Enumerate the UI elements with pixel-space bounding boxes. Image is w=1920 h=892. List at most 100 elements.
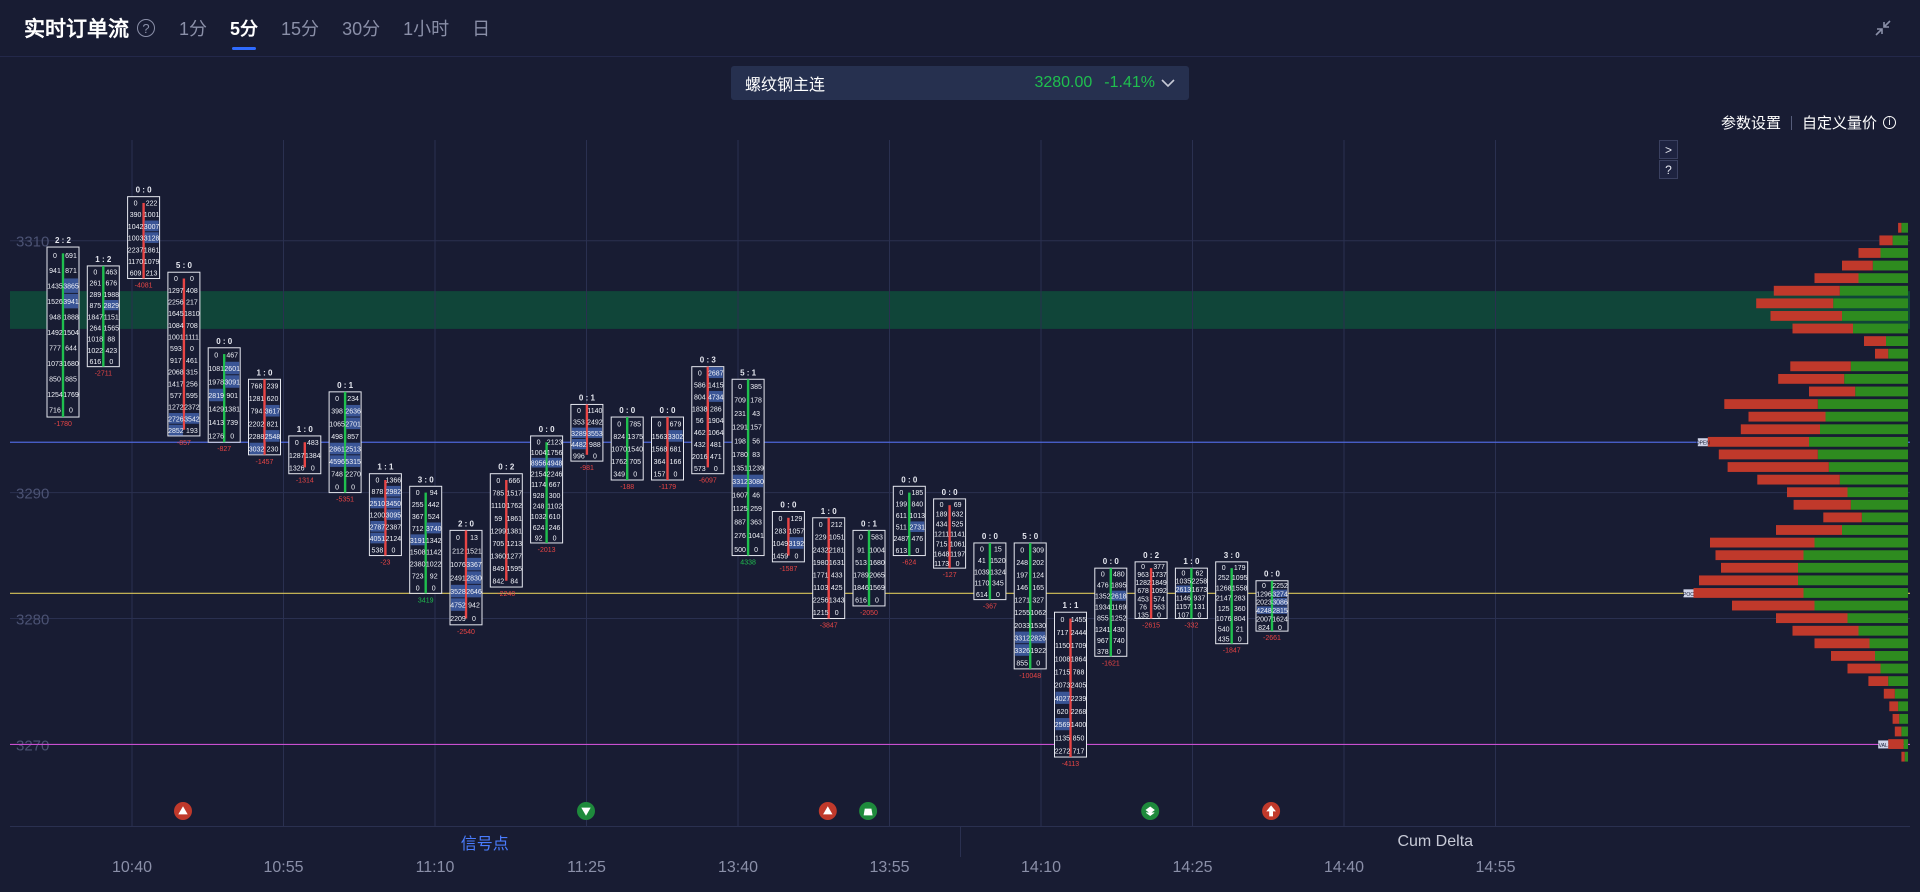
bid-volume-cell: 1429: [208, 406, 224, 413]
candle-delta: -188: [620, 484, 634, 491]
cell-highlight: [426, 522, 441, 534]
bid-volume-cell: 941: [49, 268, 61, 275]
ask-volume-cell: 667: [549, 482, 561, 489]
bid-volume-cell: 1042: [128, 224, 144, 231]
expand-panel-button[interactable]: >: [1659, 140, 1678, 159]
bid-volume-cell: 0: [416, 585, 420, 592]
bid-volume-cell: 3312: [1014, 635, 1030, 642]
bid-volume-cell: 255: [412, 502, 424, 509]
candle-delta: -1179: [659, 484, 676, 491]
tab-1min[interactable]: 1分: [179, 19, 208, 39]
bid-volume-cell: 199: [895, 502, 907, 509]
cell-highlight: [64, 293, 78, 309]
ask-volume-cell: 425: [831, 585, 843, 592]
ask-volume-cell: 1342: [426, 538, 442, 545]
ask-volume-cell: 1517: [507, 491, 523, 498]
ask-volume-cell: 0: [633, 472, 637, 479]
param-settings-link[interactable]: 参数设置: [1720, 115, 1781, 132]
profile-ask-bar: [1872, 260, 1908, 271]
bid-volume-cell: 1001: [168, 335, 184, 342]
profile-ask-bar: [1817, 399, 1908, 409]
symbol-selector[interactable]: 螺纹钢主连 3280.00 -1.41%: [731, 66, 1189, 100]
bid-volume-cell: 1150: [1055, 643, 1070, 650]
cell-highlight: [451, 584, 465, 598]
bid-volume-cell: 715: [936, 541, 948, 548]
ask-volume-cell: 1004: [869, 547, 885, 554]
profile-ask-bar: [1798, 562, 1908, 573]
help-button[interactable]: ?: [1659, 160, 1678, 179]
info-icon[interactable]: i: [1883, 116, 1896, 129]
ask-volume-cell: 620: [267, 396, 279, 403]
bid-volume-cell: 0: [899, 490, 903, 497]
candle-body: [384, 480, 387, 556]
tab-15min[interactable]: 15分: [281, 19, 320, 39]
cell-highlight: [733, 474, 748, 488]
bid-volume-cell: 276: [734, 533, 746, 540]
bid-volume-cell: 500: [734, 547, 746, 554]
bid-volume-cell: 1039: [974, 569, 990, 576]
ask-volume-cell: 131: [1194, 604, 1206, 611]
profile-bid-bar: [1693, 588, 1804, 598]
bid-volume-cell: 1352: [1095, 594, 1111, 601]
ask-volume-cell: 283: [1234, 596, 1246, 603]
bid-volume-cell: 963: [1137, 572, 1149, 579]
profile-ask-bar: [1798, 575, 1908, 586]
profile-bid-bar: [1831, 651, 1875, 661]
ask-volume-cell: 0: [835, 610, 839, 617]
tab-1hour[interactable]: 1小时: [403, 19, 450, 39]
ask-volume-cell: 1861: [144, 247, 160, 254]
ask-volume-cell: 574: [1153, 596, 1165, 603]
ask-volume-cell: 430: [1113, 627, 1125, 634]
ask-volume-cell: 2601: [224, 366, 240, 373]
ask-volume-cell: 1001: [144, 212, 160, 219]
candle-body: [343, 391, 347, 493]
ask-volume-cell: 471: [710, 454, 722, 461]
bid-volume-cell: 513: [855, 560, 867, 567]
profile-ask-bar: [1888, 348, 1908, 359]
profile-ask-bar: [1875, 651, 1908, 661]
candle-delta: -624: [902, 560, 916, 567]
ask-volume-cell: 2268: [1071, 709, 1087, 716]
profile-bid-bar: [1787, 487, 1848, 498]
ask-volume-cell: 676: [105, 281, 117, 288]
profile-bid-bar: [1889, 701, 1899, 712]
tab-day[interactable]: 日: [472, 19, 491, 39]
help-icon[interactable]: ?: [137, 19, 155, 37]
tab-30min[interactable]: 30分: [342, 19, 381, 39]
bid-volume-cell: 1287: [289, 453, 305, 460]
ask-volume-cell: 1769: [63, 392, 79, 399]
bid-volume-cell: 0: [698, 371, 702, 378]
tab-cum-delta[interactable]: Cum Delta: [1397, 833, 1474, 850]
bid-volume-cell: 785: [492, 491, 504, 498]
tab-signal[interactable]: 信号点: [10, 827, 961, 857]
candle-delta: -127: [943, 572, 957, 579]
bid-volume-cell: 1978: [208, 380, 224, 387]
ask-volume-cell: 202: [1032, 560, 1044, 567]
ask-volume-cell: 185: [911, 490, 923, 497]
bid-volume-cell: 1771: [813, 572, 829, 579]
ask-volume-cell: 1504: [63, 330, 79, 337]
bid-volume-cell: 1296: [1256, 591, 1272, 598]
profile-ask-bar: [1899, 713, 1908, 724]
bid-volume-cell: 0: [859, 535, 863, 542]
cell-highlight: [571, 438, 586, 450]
tab-5min[interactable]: 5分: [230, 15, 258, 50]
bid-volume-cell: 1281: [249, 396, 265, 403]
bid-volume-cell: 717: [1057, 630, 1069, 637]
collapse-icon[interactable]: [1874, 19, 1892, 37]
bid-volume-cell: 709: [734, 398, 746, 405]
bid-volume-cell: 1326: [289, 465, 305, 472]
bid-volume-cell: 1762: [611, 459, 627, 466]
ask-volume-cell: 1861: [507, 516, 523, 523]
cell-highlight: [547, 457, 562, 468]
bid-volume-cell: 0: [1101, 572, 1105, 579]
bid-volume-cell: 2726: [168, 416, 184, 423]
custom-volume-link[interactable]: 自定义量价: [1801, 115, 1877, 132]
bid-volume-cell: 0: [980, 547, 984, 554]
bid-volume-cell: 189: [936, 512, 948, 519]
bid-volume-cell: 349: [613, 472, 625, 479]
ask-volume-cell: 857: [347, 434, 359, 441]
profile-ask-bar: [1858, 273, 1908, 284]
cell-highlight: [144, 232, 159, 243]
